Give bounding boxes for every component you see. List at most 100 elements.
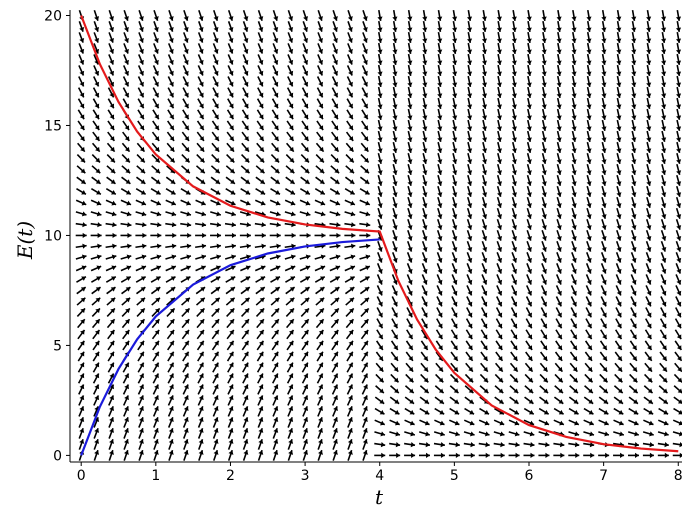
field-arrow — [645, 296, 652, 307]
field-arrow — [317, 449, 323, 461]
field-arrow — [481, 296, 488, 307]
field-arrow — [151, 142, 160, 153]
field-arrow — [302, 65, 309, 76]
field-arrow — [271, 109, 279, 120]
field-arrow — [180, 222, 192, 228]
field-arrow — [553, 452, 565, 459]
field-arrow — [659, 340, 668, 351]
field-arrow — [361, 54, 368, 65]
field-arrow — [376, 263, 383, 274]
field-arrow — [91, 307, 101, 317]
field-arrow — [270, 187, 281, 195]
field-arrow — [377, 252, 383, 263]
field-arrow — [541, 240, 547, 252]
field-arrow — [482, 152, 488, 164]
field-arrow — [674, 318, 682, 329]
field-arrow — [241, 131, 250, 142]
field-arrow — [627, 452, 639, 459]
field-arrow — [301, 76, 309, 87]
field-arrow — [256, 351, 264, 362]
field-arrow — [92, 340, 100, 351]
field-arrow — [227, 43, 234, 54]
field-arrow — [213, 449, 219, 461]
field-arrow — [224, 243, 237, 249]
field-arrow — [271, 362, 279, 373]
field-arrow — [676, 185, 682, 197]
field-arrow — [301, 384, 309, 395]
field-arrow — [107, 87, 115, 98]
field-arrow — [270, 275, 281, 283]
field-arrow — [167, 384, 174, 395]
field-arrow — [165, 222, 177, 228]
field-arrow — [452, 64, 458, 77]
field-arrow — [92, 120, 100, 131]
field-arrow — [630, 263, 637, 274]
field-arrow — [556, 31, 562, 44]
field-arrow — [90, 232, 102, 239]
field-arrow — [600, 274, 607, 285]
field-arrow — [256, 120, 265, 131]
field-arrow — [209, 243, 222, 249]
field-arrow — [240, 165, 251, 174]
field-arrow — [210, 265, 221, 272]
field-arrow — [106, 286, 116, 295]
field-arrow — [287, 54, 294, 65]
field-arrow — [121, 142, 131, 153]
field-arrow — [464, 396, 475, 405]
field-arrow — [616, 53, 622, 66]
field-arrow — [601, 229, 607, 241]
field-arrow — [556, 53, 562, 66]
field-arrow — [135, 232, 147, 239]
field-arrow — [225, 275, 236, 283]
field-arrow — [376, 296, 383, 307]
field-arrow — [329, 187, 341, 195]
field-arrow — [481, 252, 488, 263]
field-arrow — [287, 417, 294, 428]
field-arrow — [421, 285, 428, 296]
field-arrow — [300, 318, 310, 329]
field-arrow — [153, 21, 159, 32]
field-arrow — [137, 98, 145, 109]
field-arrow — [571, 9, 577, 22]
field-arrow — [77, 362, 85, 373]
field-arrow — [123, 32, 129, 43]
field-arrow — [377, 185, 383, 197]
field-arrow — [346, 109, 354, 120]
field-arrow — [481, 196, 488, 208]
field-arrow — [496, 75, 502, 88]
field-arrow — [465, 318, 473, 329]
field-arrow — [300, 286, 311, 295]
field-arrow — [75, 265, 87, 272]
field-arrow — [182, 362, 190, 373]
field-arrow — [526, 196, 532, 208]
field-arrow — [271, 87, 279, 98]
field-arrow — [316, 329, 324, 340]
field-arrow — [467, 86, 473, 99]
field-arrow — [271, 329, 280, 340]
field-arrow — [555, 329, 563, 340]
field-arrow — [92, 373, 100, 384]
field-arrow — [284, 222, 296, 228]
field-arrow — [197, 406, 204, 417]
field-arrow — [510, 329, 518, 340]
field-arrow — [209, 222, 222, 228]
field-arrow — [480, 307, 488, 318]
field-arrow — [242, 87, 249, 98]
field-arrow — [586, 75, 592, 88]
field-arrow — [541, 141, 547, 154]
field-arrow — [407, 163, 413, 175]
field-arrow — [332, 438, 338, 450]
solution-curves — [80, 15, 679, 456]
field-arrow — [374, 407, 385, 415]
field-arrow — [675, 252, 682, 263]
field-arrow — [93, 449, 100, 461]
field-arrow — [523, 419, 535, 426]
field-arrow — [75, 243, 87, 249]
field-arrow — [660, 218, 667, 230]
field-arrow — [226, 329, 235, 340]
field-arrow — [601, 196, 607, 208]
field-arrow — [526, 108, 532, 121]
field-arrow — [569, 351, 578, 362]
field-arrow — [315, 176, 325, 185]
field-arrow — [167, 98, 175, 109]
